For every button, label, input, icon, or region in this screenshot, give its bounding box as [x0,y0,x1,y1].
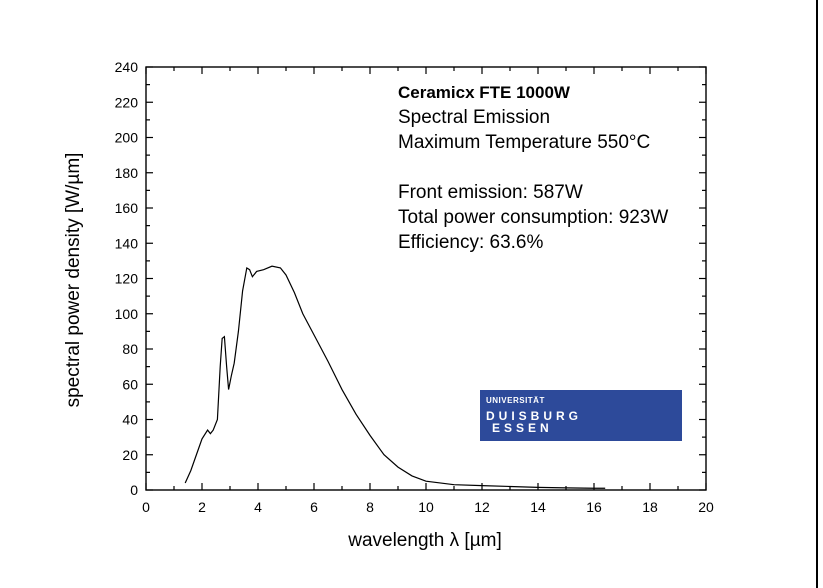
y-tick-label: 20 [122,447,138,463]
y-tick-label: 80 [122,341,138,357]
y-tick-label: 120 [115,271,139,287]
university-logo: UNIVERSITÄT DUISBURG ESSEN [480,390,682,441]
x-tick-label: 0 [142,499,150,515]
x-tick-label: 4 [254,499,262,515]
x-tick-label: 6 [310,499,318,515]
plot-frame [145,66,707,491]
y-tick-label: 140 [115,235,139,251]
y-tick-label: 0 [130,482,138,498]
y-tick-label: 100 [115,306,139,322]
logo-line-essen: ESSEN [492,421,553,435]
annotation-max-temperature: Maximum Temperature 550°C [398,132,650,153]
logo-line-duisburg: DUISBURG [486,409,582,423]
x-tick-label: 2 [198,499,206,515]
annotation-spectral-emission: Spectral Emission [398,107,550,128]
y-tick-label: 60 [122,376,138,392]
logo-line-universitat: UNIVERSITÄT [486,396,545,405]
y-tick-label: 40 [122,412,138,428]
annotation-front-emission: Front emission: 587W [398,182,583,203]
y-tick-label: 200 [115,130,139,146]
logo-background [480,390,682,441]
x-tick-label: 14 [530,499,546,515]
axis-tick-labels: 0 2 4 6 8 10 12 14 16 18 2002040608010012014016018… [115,59,714,515]
x-tick-label: 18 [642,499,658,515]
x-tick-label: 8 [366,499,374,515]
x-tick-label: 10 [418,499,434,515]
annotation-product-name: Ceramicx FTE 1000W [398,83,571,102]
x-tick-label: 20 [698,499,714,515]
y-axis-title: spectral power density [W/µm] [63,153,84,408]
x-tick-label: 12 [474,499,490,515]
y-tick-label: 180 [115,165,139,181]
x-axis-title: wavelength λ [µm] [347,530,502,551]
emission-curve [184,265,606,489]
y-tick-label: 240 [115,59,139,75]
y-tick-label: 220 [115,94,139,110]
x-tick-label: 16 [586,499,602,515]
right-border-line [816,0,818,588]
annotation-efficiency: Efficiency: 63.6% [398,232,544,253]
y-tick-label: 160 [115,200,139,216]
axis-ticks [145,66,707,491]
annotation-total-power: Total power consumption: 923W [398,207,668,228]
